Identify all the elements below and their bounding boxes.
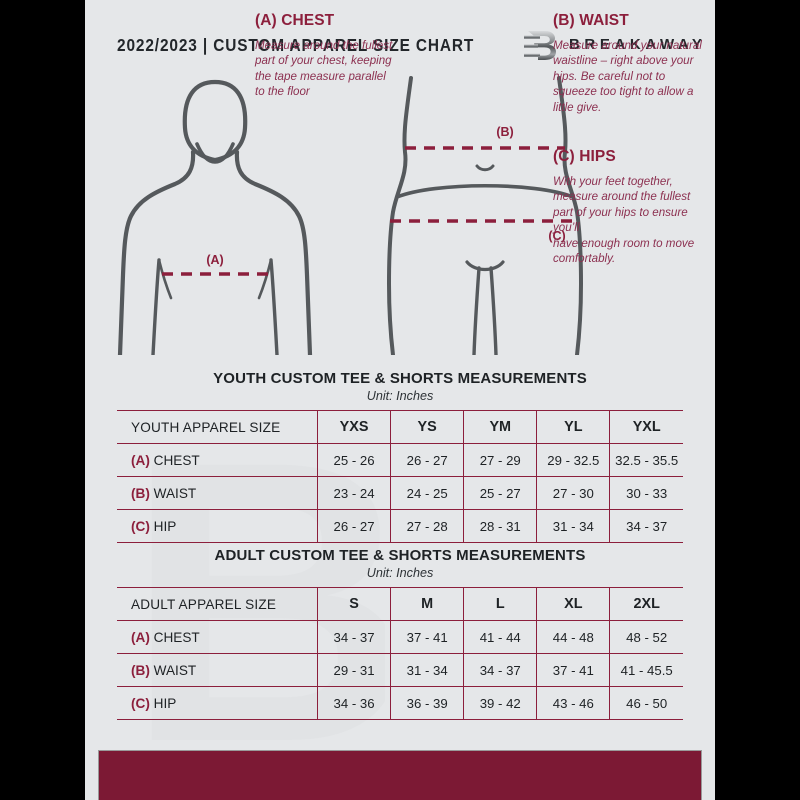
lower-body-hips-figure: (B) (C) — [387, 76, 583, 355]
youth-size-header: YOUTH APPAREL SIZE — [117, 410, 318, 444]
adult-waist-l: 34 - 37 — [463, 653, 537, 687]
youth-waist-yl: 27 - 30 — [536, 476, 610, 510]
page-header: 2022/2023 | CUSTOM APPAREL SIZE CHART — [117, 28, 702, 62]
youth-row-label-hip: (C) HIP — [117, 509, 318, 543]
youth-size-col-3: YL — [536, 410, 610, 444]
adult-chest-l: 41 - 44 — [463, 620, 537, 654]
callout-hips: (C) HIPS With your feet together, measur… — [553, 148, 705, 266]
adult-size-table: ADULT APPAREL SIZE S M L XL 2XL (A) CHES… — [117, 587, 683, 720]
adult-hip-2xl: 46 - 50 — [609, 686, 683, 720]
youth-hip-yxs: 26 - 27 — [316, 509, 391, 543]
row-label: HIP — [153, 695, 177, 711]
adult-waist-xl: 37 - 41 — [536, 653, 610, 687]
adult-hip-xl: 43 - 46 — [536, 686, 610, 720]
youth-size-col-1: YS — [390, 410, 464, 444]
adult-row-label-hip: (C) HIP — [117, 686, 318, 720]
size-chart-page: B 2022/2023 | CUSTOM APPAREL SIZE CHART — [85, 0, 715, 800]
page-title: 2022/2023 | CUSTOM APPAREL SIZE CHART — [117, 34, 475, 55]
adult-hip-l: 39 - 42 — [463, 686, 537, 720]
adult-size-col-4: 2XL — [609, 587, 683, 621]
adult-row-label-waist: (B) WAIST — [117, 653, 318, 687]
adult-chest-xl: 44 - 48 — [536, 620, 610, 654]
table-row: (B) WAIST 29 - 31 31 - 34 34 - 37 37 - 4… — [117, 653, 683, 687]
callout-chest: (A) CHEST Measure around the fullest par… — [255, 12, 395, 100]
youth-size-col-0: YXS — [316, 410, 391, 444]
youth-hip-yxl: 34 - 37 — [609, 509, 683, 543]
adult-waist-2xl: 41 - 45.5 — [609, 653, 683, 687]
callout-waist: (B) WAIST Measure around your natural wa… — [553, 12, 705, 115]
row-tag: (B) — [131, 485, 150, 501]
adult-waist-m: 31 - 34 — [390, 653, 464, 687]
adult-hip-s: 34 - 36 — [316, 686, 391, 720]
table-row: (C) HIP 34 - 36 36 - 39 39 - 42 43 - 46 … — [117, 686, 683, 720]
row-tag: (B) — [131, 662, 150, 678]
measurement-figures: (A) — [85, 70, 715, 360]
youth-waist-ym: 25 - 27 — [463, 476, 537, 510]
adult-size-col-2: L — [463, 587, 537, 621]
youth-hip-yl: 31 - 34 — [536, 509, 610, 543]
adult-table-unit: Unit: Inches — [366, 566, 434, 580]
adult-chest-2xl: 48 - 52 — [609, 620, 683, 654]
row-label: HIP — [153, 518, 177, 534]
adult-chest-s: 34 - 37 — [316, 620, 391, 654]
youth-waist-ys: 24 - 25 — [390, 476, 464, 510]
table-row: (C) HIP 26 - 27 27 - 28 28 - 31 31 - 34 … — [117, 509, 683, 543]
adult-waist-s: 29 - 31 — [316, 653, 391, 687]
row-label: CHEST — [153, 629, 200, 645]
table-header-row: YOUTH APPAREL SIZE YXS YS YM YL YXL — [117, 410, 683, 444]
bottom-accent-bar — [98, 750, 702, 800]
callout-waist-body: Measure around your natural waistline – … — [553, 39, 702, 114]
adult-size-header: ADULT APPAREL SIZE — [117, 587, 318, 621]
table-row: (A) CHEST 34 - 37 37 - 41 41 - 44 44 - 4… — [117, 620, 683, 654]
callout-chest-heading: (A) CHEST — [255, 12, 335, 29]
youth-waist-yxs: 23 - 24 — [316, 476, 391, 510]
youth-chest-ym: 27 - 29 — [463, 443, 537, 477]
youth-chest-yxl: 32.5 - 35.5 — [609, 443, 683, 477]
youth-row-label-chest: (A) CHEST — [117, 443, 318, 477]
youth-row-label-waist: (B) WAIST — [117, 476, 318, 510]
row-tag: (A) — [131, 629, 150, 645]
row-label: CHEST — [153, 452, 200, 468]
youth-chest-yxs: 25 - 26 — [316, 443, 391, 477]
callout-waist-heading: (B) WAIST — [553, 12, 629, 29]
row-tag: (A) — [131, 452, 150, 468]
youth-chest-yl: 29 - 32.5 — [536, 443, 610, 477]
row-label: WAIST — [153, 485, 197, 501]
waist-measure-label: (B) — [496, 125, 513, 139]
table-row: (A) CHEST 25 - 26 26 - 27 27 - 29 29 - 3… — [117, 443, 683, 477]
youth-size-col-2: YM — [463, 410, 537, 444]
adult-size-col-0: S — [316, 587, 391, 621]
youth-table-title: YOUTH CUSTOM TEE & SHORTS MEASUREMENTS — [213, 370, 587, 387]
upper-body-torso-figure: (A) — [117, 79, 313, 355]
breakaway-b-logo-icon — [524, 31, 556, 60]
callout-chest-body: Measure around the fullest part of your … — [255, 39, 393, 99]
youth-hip-ys: 27 - 28 — [390, 509, 464, 543]
youth-chest-ys: 26 - 27 — [390, 443, 464, 477]
table-row: (B) WAIST 23 - 24 24 - 25 25 - 27 27 - 3… — [117, 476, 683, 510]
callout-hips-heading: (C) HIPS — [553, 148, 616, 165]
callout-hips-body: With your feet together, measure around … — [553, 175, 695, 266]
brand-name: BREAKAWAY — [569, 36, 707, 53]
row-label: WAIST — [153, 662, 197, 678]
adult-chest-m: 37 - 41 — [390, 620, 464, 654]
youth-size-col-4: YXL — [609, 410, 683, 444]
youth-size-table: YOUTH APPAREL SIZE YXS YS YM YL YXL (A) … — [117, 410, 683, 543]
adult-hip-m: 36 - 39 — [390, 686, 464, 720]
youth-waist-yxl: 30 - 33 — [609, 476, 683, 510]
youth-table-unit: Unit: Inches — [366, 389, 434, 403]
adult-size-col-3: XL — [536, 587, 610, 621]
adult-size-table-section: ADULT CUSTOM TEE & SHORTS MEASUREMENTS U… — [117, 547, 683, 720]
chest-measure-label: (A) — [206, 253, 223, 267]
youth-hip-ym: 28 - 31 — [463, 509, 537, 543]
row-tag: (C) — [131, 695, 150, 711]
adult-table-title: ADULT CUSTOM TEE & SHORTS MEASUREMENTS — [214, 547, 586, 564]
hips-measure-label: (C) — [548, 229, 565, 243]
adult-row-label-chest: (A) CHEST — [117, 620, 318, 654]
youth-size-table-section: YOUTH CUSTOM TEE & SHORTS MEASUREMENTS U… — [117, 370, 683, 543]
row-tag: (C) — [131, 518, 150, 534]
adult-size-col-1: M — [390, 587, 464, 621]
table-header-row: ADULT APPAREL SIZE S M L XL 2XL — [117, 587, 683, 621]
